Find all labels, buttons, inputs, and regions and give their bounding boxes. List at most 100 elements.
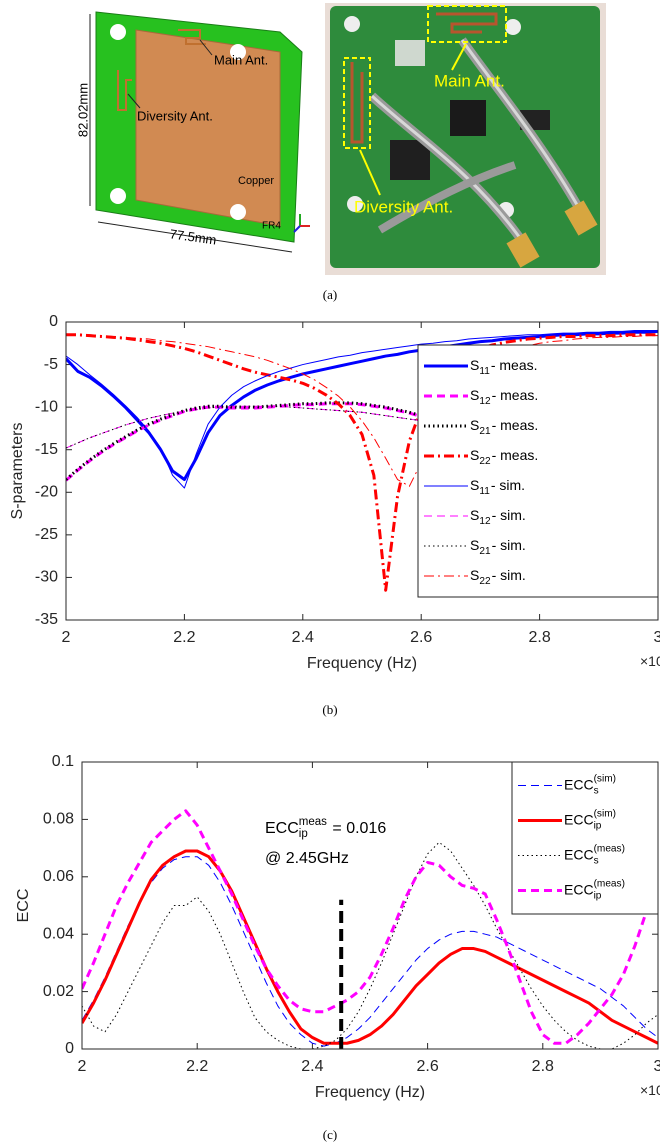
legend-label: S22- sim. xyxy=(470,567,526,587)
y-tick-label: -10 xyxy=(35,398,58,415)
legend-label-part: S xyxy=(470,357,479,373)
annotation-part: ip xyxy=(299,828,308,840)
main-antenna-label: Main Ant. xyxy=(434,71,505,90)
dimension-line xyxy=(97,221,293,253)
legend-label-part: (meas) xyxy=(594,843,625,854)
y-tick-label: 0.1 xyxy=(52,753,74,770)
main-antenna xyxy=(436,12,498,34)
legend-label: ECCs(meas) xyxy=(564,843,625,866)
legend-label-part: - sim. xyxy=(492,537,526,553)
y-tick-label: -30 xyxy=(35,569,58,586)
x-tick-label: 2.4 xyxy=(292,629,314,646)
y-tick-label: 0.04 xyxy=(43,925,74,942)
legend-label: ECCip(meas) xyxy=(564,878,625,901)
x-multiplier: ×109 xyxy=(640,1079,660,1098)
legend-label-part: 11 xyxy=(479,486,490,497)
legend-label-part: S xyxy=(470,537,479,553)
legend-label-part: 11 xyxy=(479,366,490,377)
series-line xyxy=(66,333,658,592)
legend-label-part: s xyxy=(594,855,599,866)
copper-label: Copper xyxy=(238,175,274,187)
y-tick-label: 0.02 xyxy=(43,983,74,1000)
leader-line xyxy=(451,43,467,71)
annotation-part: = 0.016 xyxy=(328,820,386,837)
diversity-antenna xyxy=(117,70,132,111)
legend-label-part: S xyxy=(470,417,479,433)
hole xyxy=(230,204,246,220)
legend-label-part: S xyxy=(470,387,479,403)
annotation-note: @ 2.45GHz xyxy=(265,850,349,867)
y-tick-label: -15 xyxy=(35,441,58,458)
copper-plane xyxy=(135,29,281,227)
x-tick-label: 3 xyxy=(654,1058,660,1075)
y-tick-label: -35 xyxy=(35,611,58,628)
y-tick-label: 0.06 xyxy=(43,868,74,885)
x-multiplier: ×109 xyxy=(640,650,660,669)
legend-label: S21- meas. xyxy=(470,417,538,437)
x-tick-label: 2 xyxy=(78,1058,87,1075)
board-photo: Main Ant. Diversity Ant. xyxy=(325,3,606,275)
legend-label: S11- sim. xyxy=(470,477,525,497)
hole xyxy=(230,44,246,60)
main-antenna-label: Main Ant. xyxy=(214,52,268,67)
x-tick-label: 2.4 xyxy=(301,1058,323,1075)
x-tick-label: 2.6 xyxy=(416,1058,438,1075)
legend-label-part: ip xyxy=(594,890,602,901)
x-multiplier-part: ×10 xyxy=(640,1082,660,1098)
legend-label-part: - sim. xyxy=(491,477,525,493)
legend-label-part: 21 xyxy=(479,546,491,557)
y-axis-label: ECC xyxy=(15,889,32,923)
x-multiplier-part: ×10 xyxy=(640,653,660,669)
hole xyxy=(505,19,521,35)
caption: (b) xyxy=(322,702,337,717)
connector xyxy=(564,200,598,236)
legend-label: S11- meas. xyxy=(470,357,538,377)
y-axis-label: S-parameters xyxy=(9,423,26,520)
hole xyxy=(110,188,126,204)
legend-label-part: - sim. xyxy=(492,507,526,523)
hole xyxy=(110,24,126,40)
series-group xyxy=(82,809,658,1049)
legend-label: ECCip(sim) xyxy=(564,808,616,831)
series-line xyxy=(66,330,658,489)
legend-label-part: S xyxy=(470,447,479,463)
legend-label-part: (sim) xyxy=(594,773,616,784)
y-tick-label: 0.08 xyxy=(43,811,74,828)
y-tick-label: -25 xyxy=(35,526,58,543)
series-line xyxy=(66,405,658,472)
legend-label-part: ECC xyxy=(564,776,594,792)
x-axis-label: Frequency (Hz) xyxy=(307,655,417,672)
chip xyxy=(450,100,486,136)
legend-box xyxy=(511,761,659,915)
legend-label-part: S xyxy=(470,477,479,493)
substrate-label: FR4 xyxy=(262,221,281,232)
hole xyxy=(347,196,363,212)
diversity-antenna-label: Diversity Ant. xyxy=(137,108,213,123)
chip xyxy=(390,140,430,180)
legend-label-part: - meas. xyxy=(491,357,538,373)
legend-label-part: ip xyxy=(594,820,602,831)
legend-label-part: 12 xyxy=(479,516,491,527)
width-label: 77.5mm xyxy=(169,226,218,247)
hole xyxy=(344,16,360,32)
legend-label: S12- meas. xyxy=(470,387,538,407)
legend-label-part: (meas) xyxy=(594,878,625,889)
x-axis-label: Frequency (Hz) xyxy=(315,1084,425,1101)
annotation-part: meas xyxy=(299,816,327,828)
caption: (a) xyxy=(323,287,337,302)
legend-label-part: ECC xyxy=(564,881,594,897)
pcb-board xyxy=(330,6,600,268)
series-line xyxy=(82,809,658,1045)
cable-highlight xyxy=(460,39,582,211)
legend-label-part: - meas. xyxy=(492,387,539,403)
x-tick-label: 2.2 xyxy=(173,629,195,646)
legend-label-part: - meas. xyxy=(492,417,539,433)
y-tick-label: 0 xyxy=(65,1040,74,1057)
legend-label-part: - meas. xyxy=(492,447,539,463)
legend-label-part: S xyxy=(470,567,479,583)
x-tick-label: 2.8 xyxy=(528,629,550,646)
series-line xyxy=(66,333,658,487)
legend-label-part: ECC xyxy=(564,811,594,827)
logo xyxy=(395,40,425,66)
